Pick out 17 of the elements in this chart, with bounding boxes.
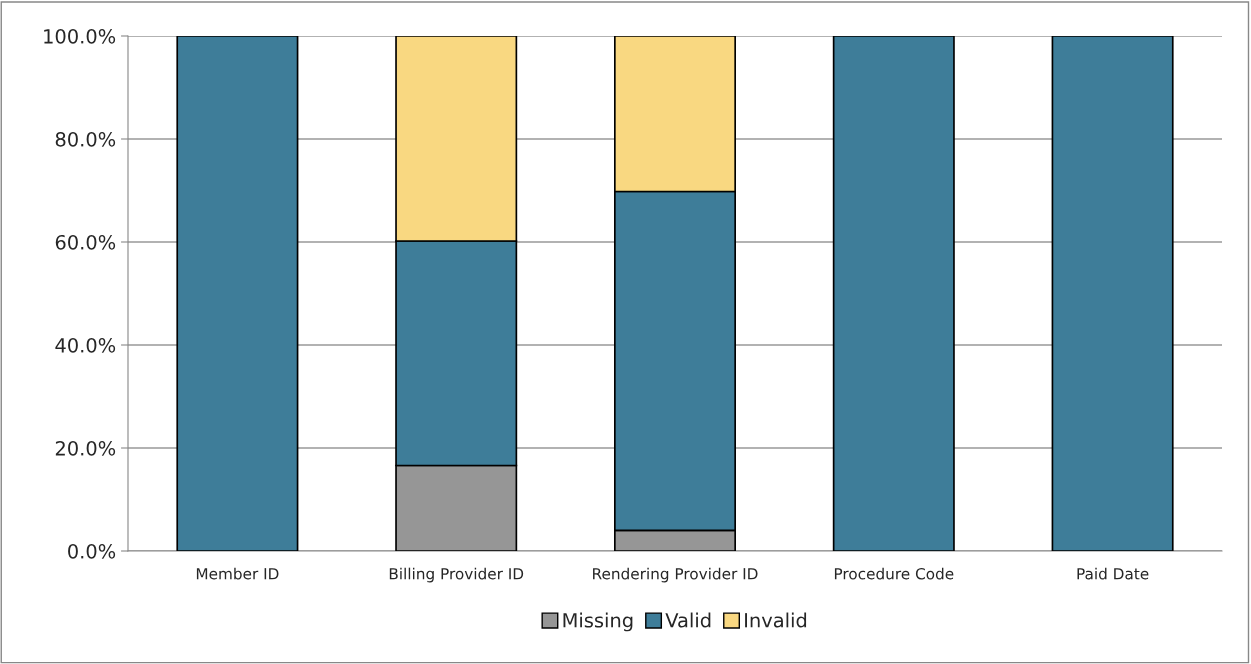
x-tick-label: Billing Provider ID [389, 567, 524, 583]
y-tick-label: 60.0% [55, 234, 116, 250]
x-tick-label: Procedure Code [834, 567, 954, 580]
bar [176, 36, 299, 551]
x-tick-label: Paid Date [1077, 567, 1149, 580]
y-tick-label: 20.0% [55, 440, 116, 456]
x-tick-label: Member ID [196, 567, 279, 580]
y-tick-label: 40.0% [55, 337, 116, 353]
legend-label: Missing [563, 612, 633, 632]
legend-label: Valid [665, 612, 711, 628]
y-tick-label: 80.0% [55, 131, 116, 147]
x-tick-label: Rendering Provider ID [593, 567, 758, 583]
y-tick-label: 0.0% [68, 543, 116, 559]
bar [832, 36, 955, 551]
legend-label: Invalid [745, 612, 807, 628]
y-tick-label: 100.0% [44, 28, 116, 44]
bar [1051, 36, 1174, 551]
